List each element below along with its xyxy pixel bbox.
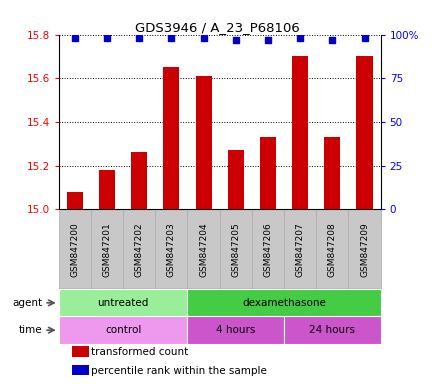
Text: untreated: untreated	[97, 298, 148, 308]
Bar	[292, 56, 308, 209]
Bar	[59, 316, 187, 344]
Text: GSM847207: GSM847207	[295, 222, 304, 276]
Bar	[324, 137, 339, 209]
Bar	[219, 209, 251, 289]
Text: GSM847201: GSM847201	[102, 222, 111, 276]
Bar	[187, 289, 380, 316]
Text: transformed count: transformed count	[91, 347, 188, 357]
Bar	[99, 170, 115, 209]
Bar	[316, 209, 348, 289]
Text: agent: agent	[13, 298, 43, 308]
Bar	[283, 209, 316, 289]
Bar	[155, 209, 187, 289]
Text: GSM847205: GSM847205	[231, 222, 240, 276]
Text: GDS3946 / A_23_P68106: GDS3946 / A_23_P68106	[135, 21, 299, 34]
Bar	[59, 209, 91, 289]
Text: percentile rank within the sample: percentile rank within the sample	[91, 366, 266, 376]
Text: control: control	[105, 325, 141, 335]
Bar	[187, 316, 283, 344]
Bar	[195, 76, 211, 209]
Bar	[260, 137, 275, 209]
Text: GSM847208: GSM847208	[327, 222, 336, 276]
Bar	[227, 150, 243, 209]
Text: GSM847202: GSM847202	[135, 222, 143, 276]
Bar	[283, 316, 380, 344]
Bar	[131, 152, 147, 209]
Text: GSM847206: GSM847206	[263, 222, 272, 276]
Text: dexamethasone: dexamethasone	[242, 298, 325, 308]
Bar	[356, 56, 372, 209]
Text: 24 hours: 24 hours	[309, 325, 355, 335]
Bar	[187, 209, 219, 289]
Bar	[163, 67, 179, 209]
Bar	[123, 209, 155, 289]
Text: 4 hours: 4 hours	[216, 325, 255, 335]
Bar	[72, 365, 89, 376]
Text: GSM847200: GSM847200	[70, 222, 79, 276]
Bar	[67, 192, 82, 209]
Bar	[59, 289, 187, 316]
Bar	[72, 346, 89, 356]
Text: GSM847209: GSM847209	[359, 222, 368, 276]
Bar	[91, 209, 123, 289]
Text: GSM847203: GSM847203	[167, 222, 175, 276]
Text: time: time	[19, 325, 43, 335]
Text: GSM847204: GSM847204	[199, 222, 207, 276]
Bar	[251, 209, 283, 289]
Bar	[348, 209, 380, 289]
